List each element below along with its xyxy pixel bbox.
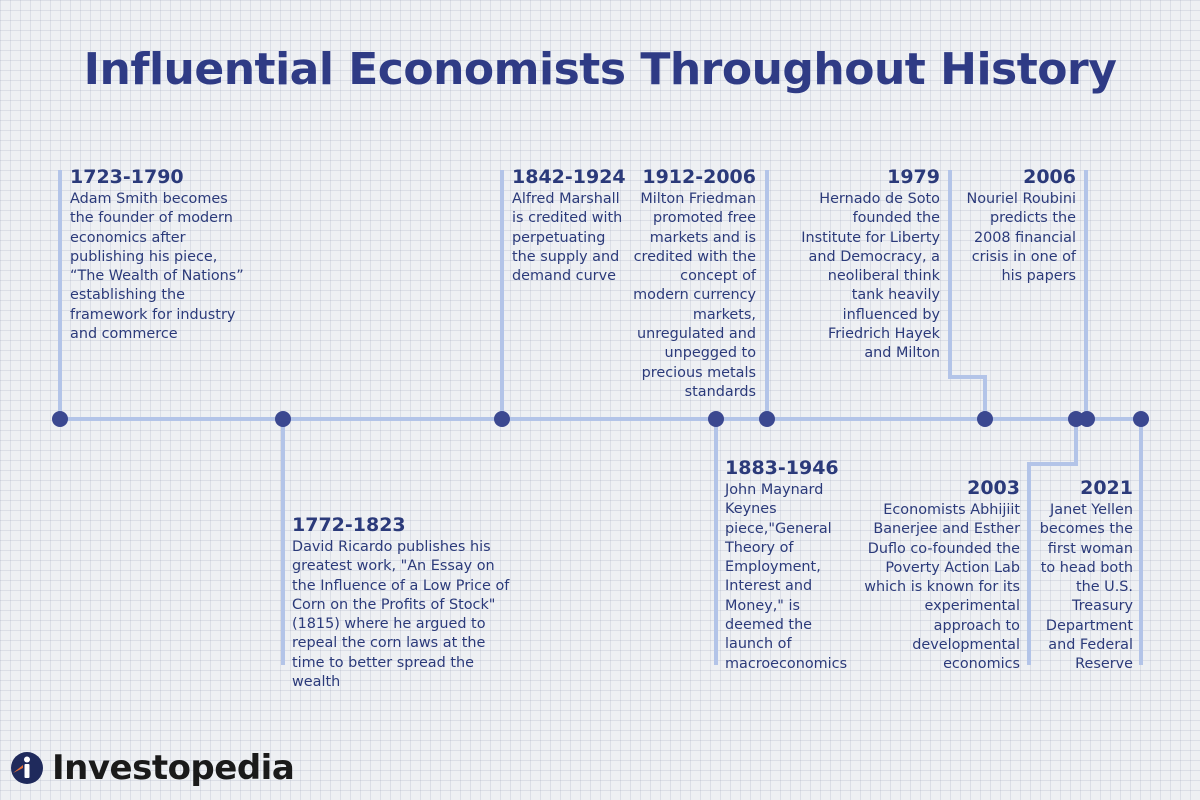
event-date: 2006 (1023, 166, 1076, 188)
event-1772-1823: 1772-1823 David Ricardo publishes his gr… (292, 514, 514, 692)
investopedia-logo-icon (11, 752, 43, 784)
event-1883-1946: 1883-1946 John Maynard Keynes piece,"Gen… (725, 457, 853, 674)
event-date: 1842-1924 (512, 166, 626, 188)
event-2006: 2006 Nouriel Roubini predicts the 2008 f… (960, 166, 1076, 286)
event-description: Milton Friedman promoted free markets an… (633, 191, 756, 400)
timeline-dot (52, 411, 68, 427)
timeline-dot (708, 411, 724, 427)
event-description: John Maynard Keynes piece,"General Theor… (725, 482, 848, 672)
timeline-dot (977, 411, 993, 427)
event-date: 1912-2006 (642, 166, 756, 188)
event-description: Nouriel Roubini predicts the 2008 financ… (966, 191, 1076, 285)
timeline-dot (494, 411, 510, 427)
event-date: 2021 (1080, 477, 1133, 499)
event-1912-2006: 1912-2006 Milton Friedman promoted free … (630, 166, 756, 402)
event-1842-1924: 1842-1924 Alfred Marshall is credited wi… (512, 166, 632, 286)
event-date: 1723-1790 (70, 166, 184, 188)
event-date: 2003 (967, 477, 1020, 499)
timeline-dot (759, 411, 775, 427)
connector-1979 (948, 170, 987, 419)
event-description: David Ricardo publishes his greatest wor… (292, 539, 510, 691)
event-2021: 2021 Janet Yellen becomes the first woma… (1030, 477, 1133, 675)
event-1979: 1979 Hernado de Soto founded the Institu… (800, 166, 940, 364)
event-date: 1979 (887, 166, 940, 188)
timeline-dot (275, 411, 291, 427)
event-date: 1772-1823 (292, 514, 406, 536)
timeline-dot (1079, 411, 1095, 427)
event-description: Economists Abhijiit Banerjee and Esther … (864, 502, 1020, 673)
event-description: Janet Yellen becomes the first woman to … (1039, 502, 1133, 673)
event-description: Adam Smith becomes the founder of modern… (70, 191, 244, 343)
timeline-dot (1068, 411, 1084, 427)
event-1723-1790: 1723-1790 Adam Smith becomes the founder… (70, 166, 250, 344)
connector-2003 (1027, 419, 1078, 665)
brand-logo: Investopedia (10, 745, 295, 791)
timeline-dot (1133, 411, 1149, 427)
event-description: Hernado de Soto founded the Institute fo… (801, 191, 940, 362)
page-title: Influential Economists Throughout Histor… (83, 44, 1117, 95)
event-date: 1883-1946 (725, 457, 839, 479)
brand-name: Investopedia (52, 748, 295, 788)
event-description: Alfred Marshall is credited with perpetu… (512, 191, 623, 285)
event-2003: 2003 Economists Abhijiit Banerjee and Es… (858, 477, 1020, 675)
